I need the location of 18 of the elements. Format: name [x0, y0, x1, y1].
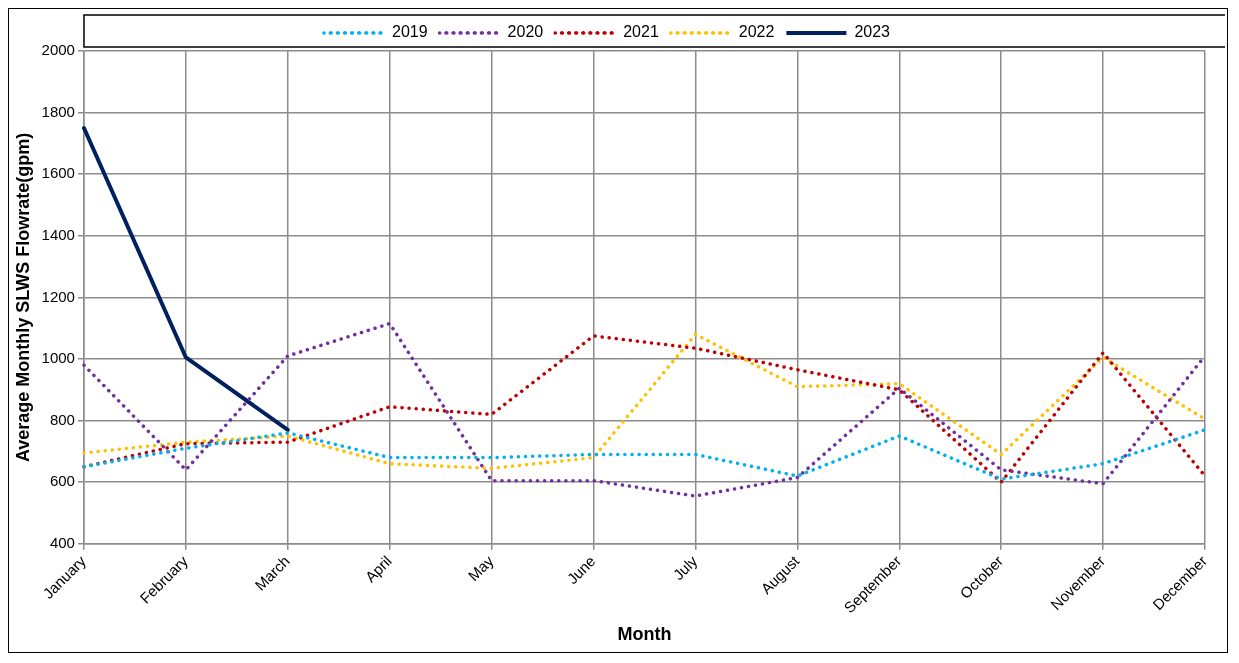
legend-label: 2019 — [392, 23, 428, 41]
y-axis-title: Average Monthly SLWS Flowrate(gpm) — [12, 132, 33, 463]
legend-label: 2023 — [854, 23, 891, 41]
y-tick-label: 1200 — [41, 287, 75, 305]
x-tick-label: May — [464, 551, 498, 585]
y-tick-label: 1600 — [41, 164, 75, 182]
y-tick-label: 400 — [49, 533, 75, 551]
x-tick-label: July — [669, 551, 701, 584]
y-tick-label: 2000 — [41, 41, 75, 59]
legend-label: 2021 — [623, 23, 659, 41]
y-tick-label: 1000 — [41, 349, 75, 367]
legend-label: 2020 — [507, 23, 544, 41]
y-tick-label: 600 — [49, 472, 75, 490]
x-axis-title: Month — [617, 624, 672, 645]
y-tick-label: 1400 — [41, 225, 75, 243]
legend-label: 2022 — [738, 23, 775, 41]
y-tick-label: 1800 — [41, 102, 75, 120]
y-tick-label: 800 — [49, 410, 75, 428]
